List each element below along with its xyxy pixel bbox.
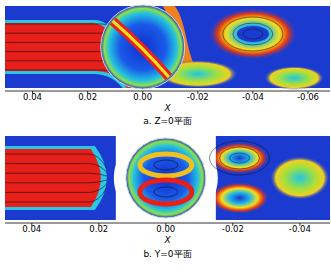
streamline	[5, 154, 107, 168]
streamline	[220, 147, 260, 169]
streamline	[154, 187, 178, 197]
x-axis-label: X	[163, 235, 171, 245]
x-tick-label: -0.04	[242, 92, 264, 102]
x-tick-label: -0.02	[187, 92, 209, 102]
jet-core	[5, 149, 101, 207]
x-tick-label: -0.06	[297, 92, 319, 102]
x-tick-label: 0.00	[156, 224, 175, 234]
streamline	[154, 160, 178, 170]
inner-jet	[113, 21, 169, 77]
x-tick-label: 0.04	[23, 92, 42, 102]
inner-jet	[113, 21, 169, 77]
background-field	[5, 136, 330, 220]
streamline	[5, 173, 107, 176]
wake-vortex	[208, 8, 298, 60]
x-tick-label: -0.02	[222, 224, 244, 234]
jet-edge	[5, 146, 107, 210]
gap-ring	[114, 130, 218, 226]
cylinder	[126, 138, 206, 218]
streamline	[5, 164, 107, 173]
x-tick-label: 0.02	[89, 224, 108, 234]
streamline	[243, 29, 263, 39]
panel: 0.04 0.02 0.00 -0.02 -0.04 -0.06 Xa. Z=0平面	[5, 5, 330, 126]
wake-band	[270, 156, 330, 200]
streamline	[223, 17, 283, 51]
inner-vortex	[140, 154, 192, 176]
wake-vortex	[210, 182, 270, 214]
vortex-core	[237, 26, 269, 42]
inner-vortex	[140, 180, 192, 204]
panel-caption: a. Z=0平面	[143, 116, 192, 126]
x-axis-line	[5, 91, 330, 92]
flow-field	[5, 130, 330, 226]
figure: 0.040.020.00-0.02-0.04-0.06Xa. Z=0平面0.04…	[0, 0, 331, 279]
x-tick-label: -0.04	[289, 224, 311, 234]
streamline	[233, 23, 273, 45]
streamline	[5, 184, 107, 193]
x-tick-label: 0.00	[133, 92, 152, 102]
panel: 0.04 0.02 0.00 -0.02 -0.04 Xb. Y=0平面	[5, 130, 330, 259]
flow-field	[5, 6, 330, 90]
wake-vortex	[210, 142, 270, 174]
streamline	[5, 180, 107, 183]
x-tick-label: 0.04	[22, 224, 41, 234]
streamline	[230, 153, 250, 163]
x-axis-label: X	[163, 103, 171, 113]
cylinder	[101, 5, 185, 89]
wake-band	[264, 66, 324, 90]
panel-caption: b. Y=0平面	[143, 249, 191, 259]
streamline	[5, 188, 107, 202]
x-tick-label: 0.02	[78, 92, 97, 102]
streamline	[210, 141, 270, 175]
